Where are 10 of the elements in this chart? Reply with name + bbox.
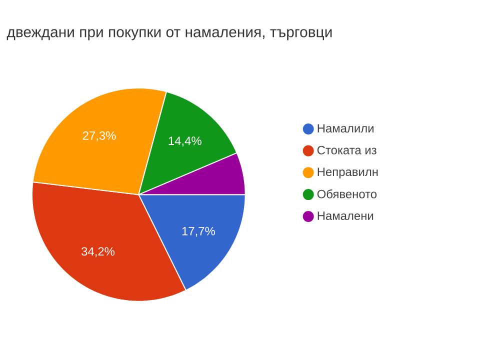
data-label: 14,4% xyxy=(168,136,202,146)
legend-label: Обявеното xyxy=(317,189,377,198)
legend-label: Намалени xyxy=(318,212,374,220)
chart-title: двеждани при покупки от намаления, търговци xyxy=(6,29,332,40)
data-label: 17,7% xyxy=(182,226,215,237)
legend-label: Неправилн xyxy=(318,168,378,178)
data-label: 34,2% xyxy=(82,247,115,258)
legend-label: Намалили xyxy=(318,124,374,133)
legend-label: Стоката из xyxy=(317,146,376,154)
data-label: 27,3% xyxy=(82,131,116,142)
